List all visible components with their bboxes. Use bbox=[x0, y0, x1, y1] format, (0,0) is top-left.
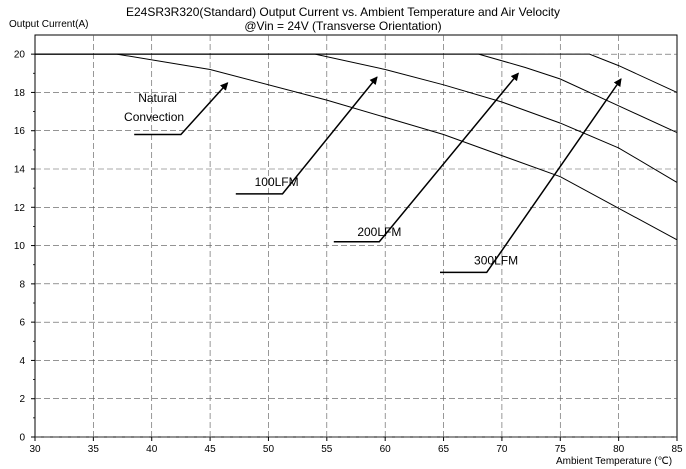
series-label: Convection bbox=[124, 110, 184, 124]
x-tick-label: 70 bbox=[496, 444, 508, 455]
x-tick-label: 35 bbox=[88, 444, 100, 455]
x-tick-label: 45 bbox=[205, 444, 217, 455]
series-line-4 bbox=[35, 53, 678, 93]
y-tick-label: 12 bbox=[14, 203, 26, 214]
y-tick-label: 8 bbox=[19, 279, 25, 290]
y-tick-label: 4 bbox=[19, 356, 25, 367]
callout-arrow-3 bbox=[333, 72, 519, 243]
chart-title: E24SR3R320(Standard) Output Current vs. … bbox=[125, 5, 560, 19]
x-axis-label: Ambient Temperature (℃) bbox=[556, 456, 673, 467]
series-label: Natural bbox=[138, 91, 177, 105]
x-tick-label: 75 bbox=[555, 444, 567, 455]
x-tick-label: 80 bbox=[613, 444, 625, 455]
chart-subtitle: @Vin = 24V (Transverse Orientation) bbox=[244, 19, 442, 33]
x-tick-label: 30 bbox=[29, 444, 41, 455]
y-axis-label: Output Current(A) bbox=[9, 19, 89, 30]
x-tick-label: 55 bbox=[321, 444, 333, 455]
y-tick-label: 0 bbox=[19, 433, 25, 444]
y-tick-label: 6 bbox=[19, 318, 25, 329]
x-tick-label: 65 bbox=[438, 444, 450, 455]
y-tick-label: 20 bbox=[14, 50, 26, 61]
callout-arrow-2 bbox=[235, 76, 378, 195]
series-line-2 bbox=[35, 53, 678, 183]
x-tick-label: 85 bbox=[671, 444, 683, 455]
callout-arrow-4 bbox=[440, 78, 622, 274]
series-line-1 bbox=[35, 53, 678, 241]
x-tick-label: 50 bbox=[263, 444, 275, 455]
y-tick-label: 16 bbox=[14, 126, 26, 137]
series-label: 200LFM bbox=[357, 225, 401, 239]
y-tick-label: 18 bbox=[14, 88, 26, 99]
series-label: 300LFM bbox=[474, 254, 518, 268]
callout-arrow-1 bbox=[134, 82, 229, 136]
x-tick-label: 40 bbox=[146, 444, 158, 455]
plot-frame bbox=[34, 34, 678, 438]
series-label: 100LFM bbox=[255, 175, 299, 189]
y-tick-label: 10 bbox=[14, 241, 26, 252]
y-tick-label: 2 bbox=[19, 394, 25, 405]
y-tick-label: 14 bbox=[14, 165, 26, 176]
x-tick-label: 60 bbox=[380, 444, 392, 455]
